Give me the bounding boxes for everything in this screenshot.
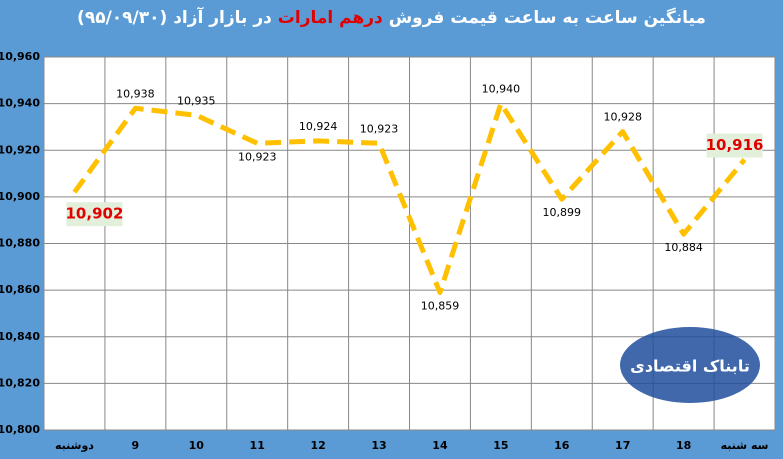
value-label: 10,859 [421,299,460,312]
x-tick-label: 16 [554,439,570,452]
y-tick-label: 10,840 [0,330,40,343]
x-tick-label: سه شنبه [721,439,769,452]
title-part: در بازار آزاد (۹۵/۰۹/۳۰) [77,8,272,28]
value-label: 10,924 [299,120,338,133]
x-tick-label: دوشنبه [55,439,94,452]
x-tick-label: 11 [250,439,265,452]
x-tick-label: 14 [432,439,448,452]
value-label: 10,940 [482,83,521,96]
y-tick-label: 10,800 [0,423,40,436]
value-label: 10,923 [238,150,277,163]
watermark-logo [620,327,760,403]
value-label: 10,902 [66,205,124,223]
x-tick-label: 13 [371,439,386,452]
value-label: 10,928 [603,111,642,124]
y-tick-label: 10,940 [0,97,40,110]
value-label: 10,935 [177,94,216,107]
y-tick-label: 10,900 [0,190,40,203]
x-tick-label: 18 [676,439,691,452]
title-highlight: درهم امارات [277,8,383,28]
x-tick-label: 10 [189,439,205,452]
value-label-box [66,202,123,227]
chart-title: میانگین ساعت به ساعت قیمت فروش درهم امار… [0,8,783,28]
y-tick-label: 10,960 [0,50,40,63]
value-label: 10,884 [664,241,703,254]
value-label: 10,923 [360,122,399,135]
value-label: 10,938 [116,87,155,100]
watermark-text: تابناک اقتصادی [630,357,750,376]
y-tick-label: 10,880 [0,237,40,250]
y-tick-label: 10,820 [0,376,40,389]
x-tick-label: 12 [310,439,325,452]
title-part: میانگین ساعت به ساعت قیمت فروش [388,8,706,28]
x-tick-label: 9 [132,439,140,452]
series-line [72,101,747,295]
value-label: 10,916 [706,136,764,154]
value-label: 10,899 [543,206,582,219]
x-tick-label: 17 [615,439,630,452]
value-label-box [706,133,763,158]
x-tick-label: 15 [493,439,508,452]
y-tick-label: 10,920 [0,143,40,156]
y-tick-label: 10,860 [0,283,40,296]
